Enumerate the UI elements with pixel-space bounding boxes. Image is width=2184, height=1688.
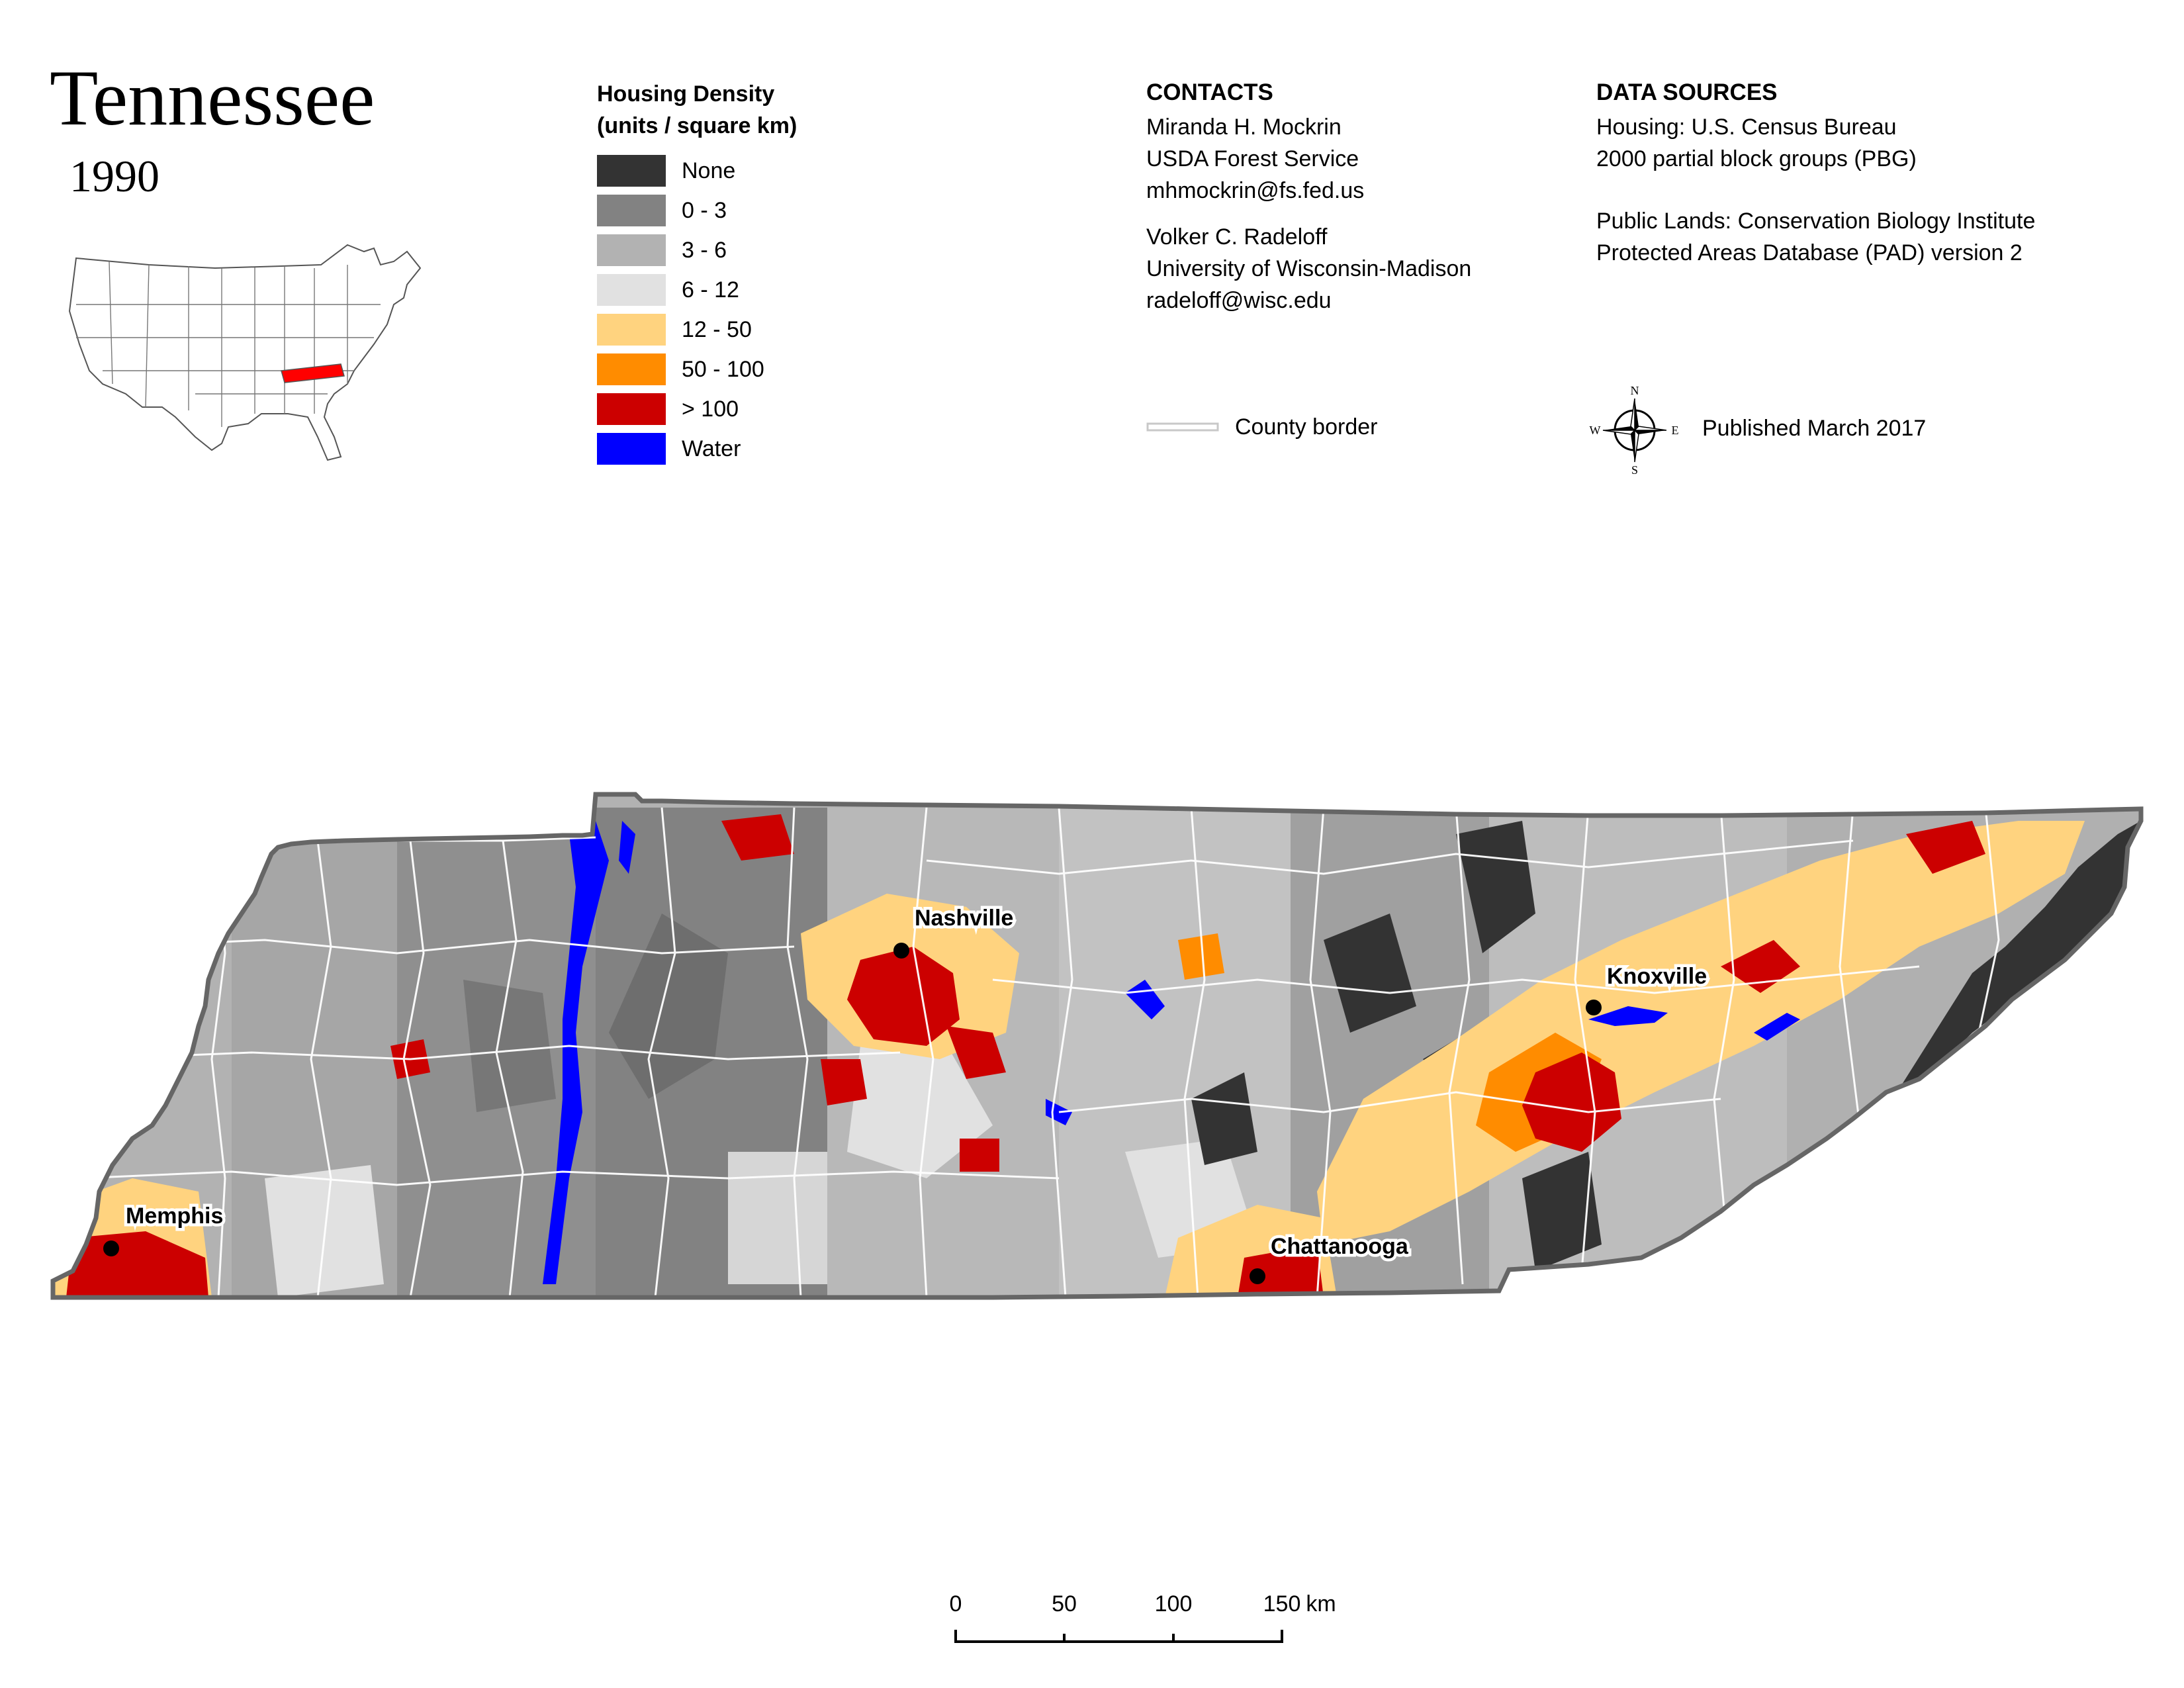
legend-title-line2: (units / square km) <box>597 113 797 138</box>
data-sources-block: DATA SOURCES Housing: U.S. Census Bureau… <box>1596 79 2035 269</box>
city-label-memphis: Memphis <box>126 1203 223 1229</box>
county-border-legend: County border <box>1146 414 1377 440</box>
legend-label: > 100 <box>682 396 739 422</box>
legend-item: None <box>597 151 797 191</box>
legend-label: 0 - 3 <box>682 197 727 223</box>
legend-label: 50 - 100 <box>682 356 764 382</box>
legend-item: 50 - 100 <box>597 350 797 389</box>
county-borders <box>79 807 2000 1297</box>
city-nashville[interactable]: Nashville <box>893 903 1017 959</box>
legend-swatch <box>597 195 666 226</box>
map-year: 1990 <box>69 151 159 201</box>
public-lands-source: Public Lands: Conservation Biology Insti… <box>1596 209 2036 234</box>
scale-tick-label: 50 <box>1052 1591 1077 1617</box>
city-memphis[interactable]: Memphis <box>103 1201 226 1256</box>
scale-tick-label: 0 <box>949 1591 962 1617</box>
legend-swatch <box>597 155 666 187</box>
compass-n: N <box>1631 384 1639 397</box>
contact-email[interactable]: radeloff@wisc.edu <box>1146 288 1332 313</box>
city-chattanooga[interactable]: Chattanooga <box>1250 1231 1412 1284</box>
contact-email[interactable]: mhmockrin@fs.fed.us <box>1146 178 1365 203</box>
scale-bar: 0 50 100 150 km <box>949 1591 1336 1664</box>
urban-cores <box>66 814 1985 1297</box>
city-label-chattanooga: Chattanooga <box>1271 1234 1409 1259</box>
contacts-heading: CONTACTS <box>1146 79 1273 105</box>
compass-star-icon <box>1602 398 1667 463</box>
legend-swatch <box>597 353 666 385</box>
legend-swatch <box>597 314 666 346</box>
public-lands-source-detail: Protected Areas Database (PAD) version 2 <box>1596 240 2023 265</box>
scale-unit-label: km <box>1306 1591 1336 1617</box>
legend-label: Water <box>682 436 741 461</box>
data-sources-heading: DATA SOURCES <box>1596 79 1778 105</box>
housing-source: Housing: U.S. Census Bureau <box>1596 115 1897 140</box>
contact-name: Miranda H. Mockrin <box>1146 115 1342 140</box>
housing-source-detail: 2000 partial block groups (PBG) <box>1596 146 1917 171</box>
legend-swatch <box>597 274 666 306</box>
scale-bar-line <box>954 1630 1283 1643</box>
contact-name: Volker C. Radeloff <box>1146 224 1328 250</box>
density-zones <box>53 808 2141 1297</box>
contact-org: University of Wisconsin-Madison <box>1146 256 1472 281</box>
legend-item: 3 - 6 <box>597 230 797 270</box>
contact-org: USDA Forest Service <box>1146 146 1359 171</box>
legend-item: 0 - 3 <box>597 191 797 230</box>
legend-item: > 100 <box>597 389 797 429</box>
usa-inset-map <box>63 238 433 473</box>
compass-s: S <box>1631 463 1638 477</box>
city-label-knoxville: Knoxville <box>1607 964 1707 989</box>
legend-swatch <box>597 234 666 266</box>
county-border-symbol <box>1146 422 1219 431</box>
map-title: Tennessee <box>50 54 375 142</box>
compass-e: E <box>1672 424 1679 437</box>
compass-rose: N S W E <box>1588 384 1681 480</box>
legend-swatch <box>597 433 666 465</box>
scale-tick-label: 100 <box>1154 1591 1193 1617</box>
published-date: Published March 2017 <box>1702 416 1927 441</box>
legend-item: Water <box>597 429 797 469</box>
legend-item: 12 - 50 <box>597 310 797 350</box>
city-label-nashville: Nashville <box>915 906 1013 931</box>
legend-label: 12 - 50 <box>682 316 752 342</box>
legend-label: None <box>682 158 736 183</box>
legend-item: 6 - 12 <box>597 270 797 310</box>
city-knoxville[interactable]: Knoxville <box>1586 961 1710 1015</box>
tennessee-highlight <box>281 363 345 383</box>
legend-title-line1: Housing Density <box>597 81 775 107</box>
scale-tick-label: 150 <box>1263 1591 1301 1617</box>
legend-swatch <box>597 393 666 425</box>
legend-label: 3 - 6 <box>682 237 727 263</box>
legend: Housing Density (units / square km) None… <box>597 78 797 469</box>
compass-w: W <box>1590 424 1601 437</box>
county-border-label: County border <box>1235 414 1378 440</box>
legend-label: 6 - 12 <box>682 277 739 303</box>
contacts-block: CONTACTS Miranda H. Mockrin USDA Forest … <box>1146 79 1471 316</box>
tennessee-map[interactable]: Nashville Knoxville Memphis Chattanooga <box>0 781 2184 1314</box>
